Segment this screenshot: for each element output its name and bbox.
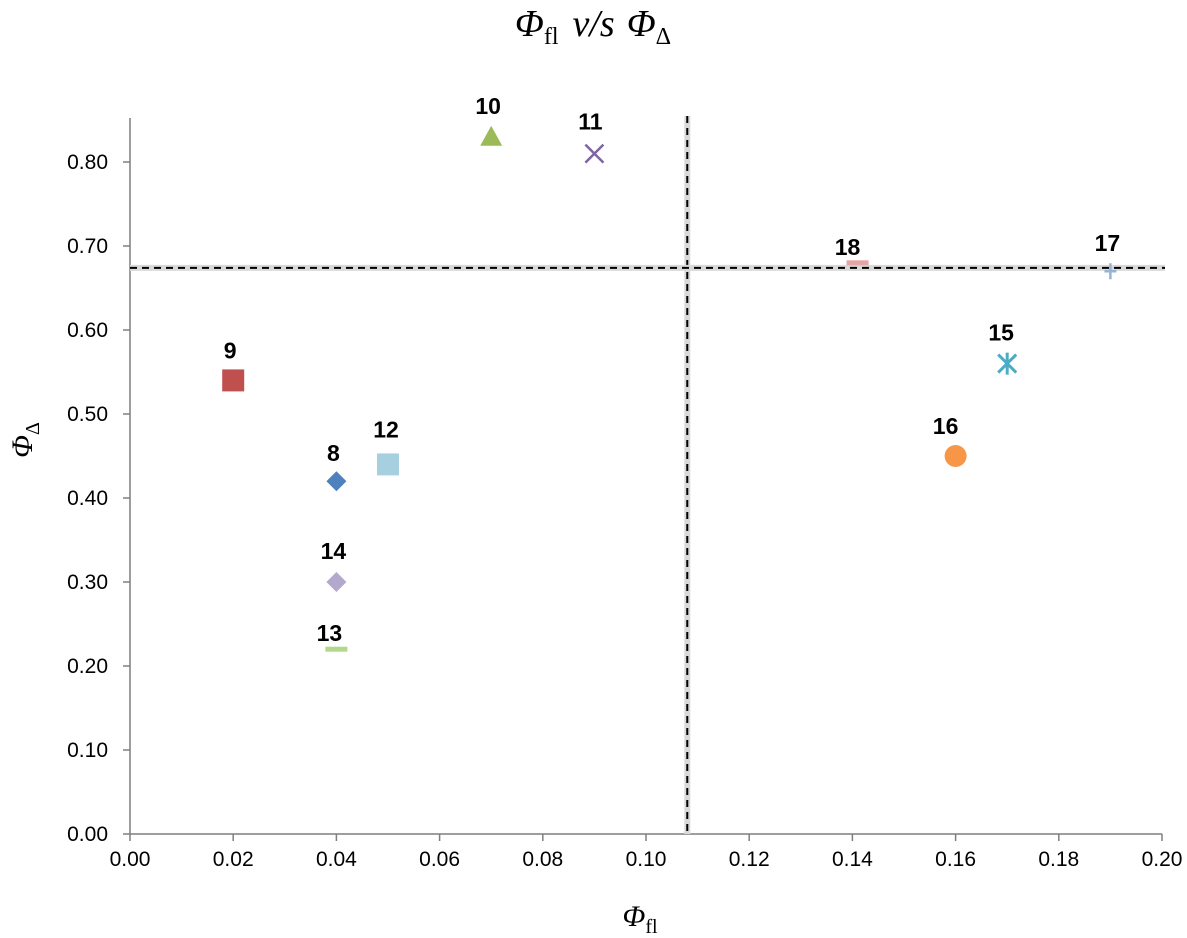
title-symbol-right: Φ bbox=[627, 3, 656, 45]
x-axis-label-subscript: fl bbox=[645, 916, 658, 938]
title-middle: v/s bbox=[573, 3, 615, 45]
data-label-17: 17 bbox=[1095, 230, 1121, 256]
y-tick-label: 0.30 bbox=[67, 571, 108, 594]
y-tick-label: 0.40 bbox=[67, 487, 108, 510]
x-tick-label: 0.18 bbox=[1038, 848, 1079, 871]
y-tick-label: 0.60 bbox=[67, 319, 108, 342]
data-label-18: 18 bbox=[835, 234, 861, 260]
data-label-14: 14 bbox=[321, 538, 347, 564]
data-label-16: 16 bbox=[933, 413, 959, 439]
data-label-11: 11 bbox=[578, 109, 603, 135]
data-label-12: 12 bbox=[373, 416, 399, 442]
x-tick-label: 0.00 bbox=[110, 848, 151, 871]
title-symbol-left: Φ bbox=[515, 3, 544, 45]
data-point-12 bbox=[377, 453, 399, 476]
y-tick-label: 0.50 bbox=[67, 403, 108, 426]
x-tick-label: 0.02 bbox=[213, 848, 254, 871]
data-point-17 bbox=[1104, 263, 1117, 280]
data-point-18 bbox=[846, 260, 869, 266]
data-point-8 bbox=[326, 471, 347, 492]
data-label-13: 13 bbox=[317, 620, 343, 646]
y-tick-label: 0.00 bbox=[67, 823, 108, 846]
y-axis-label-subscript: Δ bbox=[22, 422, 44, 435]
x-tick-label: 0.10 bbox=[626, 848, 667, 871]
data-label-9: 9 bbox=[224, 337, 237, 363]
data-label-15: 15 bbox=[988, 320, 1014, 346]
data-point-11 bbox=[584, 143, 605, 164]
x-axis-label-symbol: Φ bbox=[622, 900, 645, 933]
x-tick-label: 0.04 bbox=[316, 848, 357, 871]
data-label-10: 10 bbox=[475, 93, 501, 119]
y-axis-label: ΦΔ bbox=[6, 422, 44, 458]
y-axis-label-symbol: Φ bbox=[6, 435, 39, 458]
data-point-16 bbox=[944, 445, 967, 467]
y-tick-label: 0.20 bbox=[67, 655, 108, 678]
y-tick-label: 0.80 bbox=[67, 151, 108, 174]
y-tick-label: 0.70 bbox=[67, 235, 108, 258]
chart-title: Φfl v/s ΦΔ bbox=[515, 3, 671, 50]
x-axis-label: Φfl bbox=[622, 900, 658, 938]
title-subscript-right: Δ bbox=[656, 24, 671, 50]
x-tick-label: 0.08 bbox=[522, 848, 563, 871]
x-tick-label: 0.14 bbox=[832, 848, 873, 871]
x-tick-label: 0.12 bbox=[729, 848, 770, 871]
title-subscript-left: fl bbox=[544, 24, 559, 50]
data-point-9 bbox=[222, 369, 245, 392]
data-point-15 bbox=[997, 352, 1018, 375]
data-point-10 bbox=[480, 125, 503, 146]
y-tick-label: 0.10 bbox=[67, 739, 108, 762]
plot-area: 0.00 0.02 0.04 0.06 0.08 0.10 0.12 0.14 0.16 0.18… bbox=[67, 93, 1182, 871]
data-label-8: 8 bbox=[327, 440, 340, 466]
data-point-14 bbox=[326, 572, 347, 592]
x-tick-label: 0.16 bbox=[935, 848, 976, 871]
x-tick-label: 0.06 bbox=[419, 848, 460, 871]
data-point-13 bbox=[325, 646, 348, 652]
x-tick-label: 0.20 bbox=[1142, 848, 1183, 871]
